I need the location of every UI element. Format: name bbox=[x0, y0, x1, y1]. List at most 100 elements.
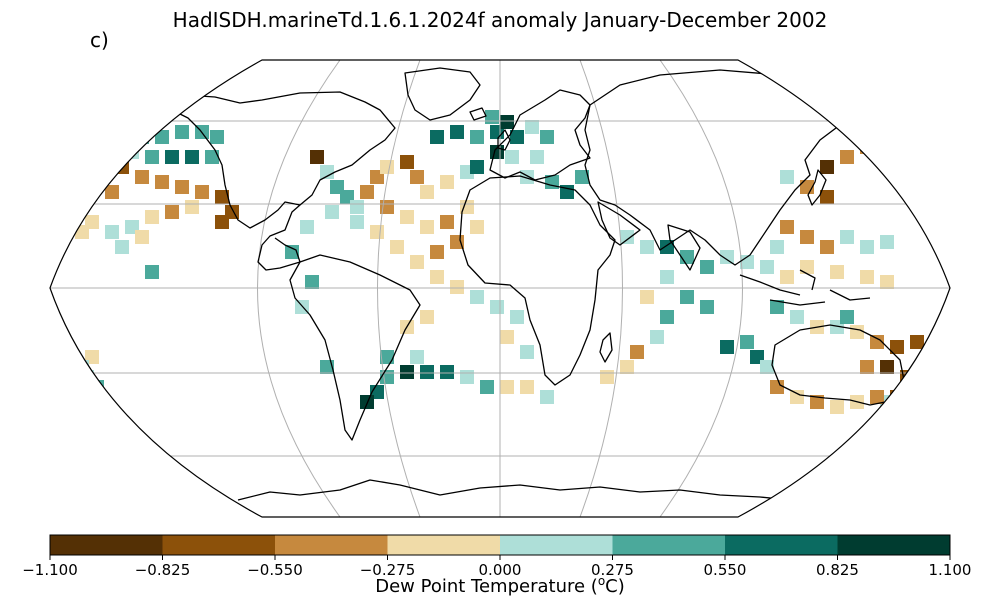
anomaly-cell bbox=[380, 350, 394, 364]
anomaly-cell bbox=[770, 240, 784, 254]
anomaly-cell bbox=[860, 270, 874, 284]
anomaly-cell bbox=[105, 185, 119, 199]
coastline-europe bbox=[489, 89, 591, 181]
colorbar-tick-label: 0.275 bbox=[591, 561, 634, 579]
anomaly-cell bbox=[85, 145, 99, 159]
anomaly-cell bbox=[880, 235, 894, 249]
longitude-line bbox=[579, 60, 623, 517]
colorbar-tick-label: −0.275 bbox=[360, 561, 416, 579]
anomaly-cell bbox=[790, 310, 804, 324]
panel-label: c) bbox=[90, 28, 109, 52]
anomaly-cell bbox=[525, 120, 539, 134]
anomaly-cell bbox=[540, 130, 554, 144]
anomaly-cell bbox=[800, 230, 814, 244]
anomaly-cell bbox=[410, 255, 424, 269]
anomaly-cell bbox=[520, 345, 534, 359]
anomaly-cell bbox=[620, 360, 634, 374]
graticule bbox=[50, 60, 950, 517]
anomaly-cell bbox=[420, 185, 434, 199]
anomaly-cell bbox=[285, 245, 299, 259]
anomaly-cell bbox=[310, 150, 324, 164]
anomaly-cell bbox=[740, 335, 754, 349]
anomaly-cell bbox=[95, 145, 109, 159]
anomaly-cell bbox=[510, 310, 524, 324]
map-title: HadISDH.marineTd.1.6.1.2024f anomaly Jan… bbox=[172, 8, 828, 32]
anomaly-cell bbox=[410, 170, 424, 184]
colorbar-label: Dew Point Temperature (oC) bbox=[375, 574, 625, 597]
anomaly-cell bbox=[500, 115, 514, 129]
anomaly-cell bbox=[400, 155, 414, 169]
anomaly-cell bbox=[135, 170, 149, 184]
anomaly-cell bbox=[175, 125, 189, 139]
anomaly-cell bbox=[195, 185, 209, 199]
anomaly-cell bbox=[85, 175, 99, 189]
coastline-north-america bbox=[161, 91, 396, 271]
anomaly-cell bbox=[65, 215, 79, 229]
globe-outline bbox=[49, 59, 951, 518]
anomaly-cell bbox=[135, 130, 149, 144]
anomaly-cell bbox=[75, 190, 89, 204]
anomaly-cell bbox=[820, 190, 834, 204]
anomaly-cell bbox=[430, 270, 444, 284]
anomaly-cell bbox=[145, 265, 159, 279]
coastline-antarctica bbox=[237, 479, 791, 501]
anomaly-cell bbox=[420, 220, 434, 234]
anomaly-cell bbox=[830, 265, 844, 279]
anomaly-cell bbox=[630, 345, 644, 359]
anomaly-cell bbox=[75, 225, 89, 239]
anomaly-cell bbox=[360, 395, 374, 409]
longitude-line bbox=[377, 60, 421, 517]
colorbar-tick-label: 0.000 bbox=[479, 561, 522, 579]
coastline-south-america bbox=[289, 254, 421, 441]
anomaly-cell bbox=[90, 380, 104, 394]
colorbar-tick-label: −0.825 bbox=[135, 561, 191, 579]
anomaly-cell bbox=[210, 130, 224, 144]
anomaly-cell bbox=[320, 360, 334, 374]
anomaly-cell bbox=[75, 170, 89, 184]
anomaly-cell bbox=[380, 160, 394, 174]
anomaly-cell bbox=[920, 380, 934, 394]
anomaly-cell bbox=[680, 290, 694, 304]
coastline-iceland bbox=[469, 107, 487, 121]
globe bbox=[50, 60, 950, 517]
anomaly-cell bbox=[900, 160, 914, 174]
anomaly-cell bbox=[135, 230, 149, 244]
anomaly-cell bbox=[870, 390, 884, 404]
anomaly-cell bbox=[165, 150, 179, 164]
anomaly-cell bbox=[450, 125, 464, 139]
anomaly-cell bbox=[520, 380, 534, 394]
coastline-madagascar bbox=[599, 332, 613, 363]
anomaly-cell bbox=[780, 270, 794, 284]
anomaly-cell bbox=[530, 150, 544, 164]
coastline-indonesia bbox=[739, 269, 871, 306]
anomaly-cell bbox=[770, 380, 784, 394]
anomaly-cell bbox=[420, 365, 434, 379]
anomaly-cell bbox=[470, 130, 484, 144]
anomaly-cell bbox=[760, 360, 774, 374]
anomaly-cell bbox=[155, 175, 169, 189]
anomaly-cell bbox=[105, 225, 119, 239]
anomaly-cell bbox=[400, 210, 414, 224]
anomaly-cell bbox=[440, 215, 454, 229]
anomaly-cell bbox=[500, 330, 514, 344]
anomaly-cell bbox=[575, 170, 589, 184]
anomaly-cell bbox=[820, 160, 834, 174]
coastline-new-zealand bbox=[911, 394, 931, 426]
anomaly-cell bbox=[930, 340, 944, 354]
longitude-line bbox=[659, 60, 743, 517]
anomaly-cell bbox=[510, 130, 524, 144]
anomaly-cell bbox=[440, 175, 454, 189]
anomaly-cell bbox=[650, 330, 664, 344]
anomaly-cell bbox=[115, 240, 129, 254]
anomaly-cell bbox=[770, 300, 784, 314]
anomaly-cell bbox=[860, 240, 874, 254]
anomaly-cell bbox=[420, 310, 434, 324]
anomaly-cell bbox=[105, 155, 119, 169]
anomaly-cell bbox=[600, 370, 614, 384]
anomaly-cell bbox=[840, 150, 854, 164]
anomaly-cell bbox=[920, 180, 934, 194]
anomaly-cell bbox=[215, 190, 229, 204]
anomaly-cell bbox=[145, 150, 159, 164]
anomaly-cell bbox=[95, 165, 109, 179]
